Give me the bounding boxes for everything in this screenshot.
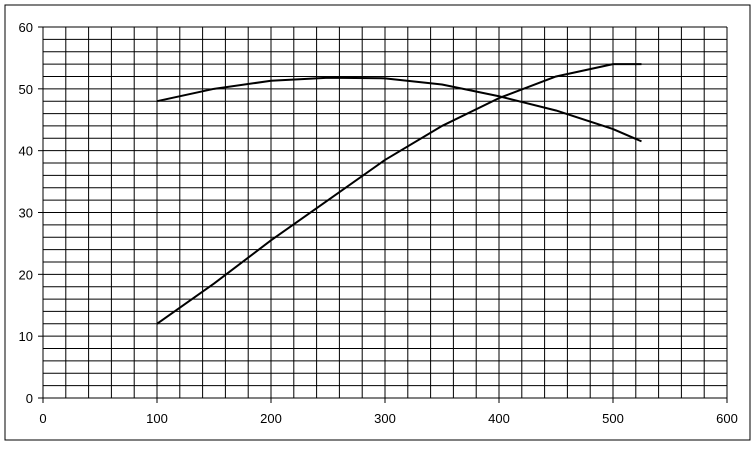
x-tick-label: 200 [260, 411, 282, 426]
y-tick-label: 20 [19, 267, 33, 282]
y-tick-label: 10 [19, 329, 33, 344]
x-tick-label: 400 [488, 411, 510, 426]
y-tick-label: 0 [26, 391, 33, 406]
x-tick-label: 500 [602, 411, 624, 426]
x-tick-label: 100 [146, 411, 168, 426]
chart-border [4, 4, 751, 441]
y-tick-label: 60 [19, 20, 33, 35]
x-tick-label: 0 [39, 411, 46, 426]
series-line [156, 76, 642, 143]
series-line [156, 63, 642, 325]
y-tick-label: 30 [19, 206, 33, 221]
y-tick-label: 40 [19, 144, 33, 159]
y-tick-label: 50 [19, 82, 33, 97]
x-tick-label: 600 [716, 411, 738, 426]
x-tick-label: 300 [374, 411, 396, 426]
